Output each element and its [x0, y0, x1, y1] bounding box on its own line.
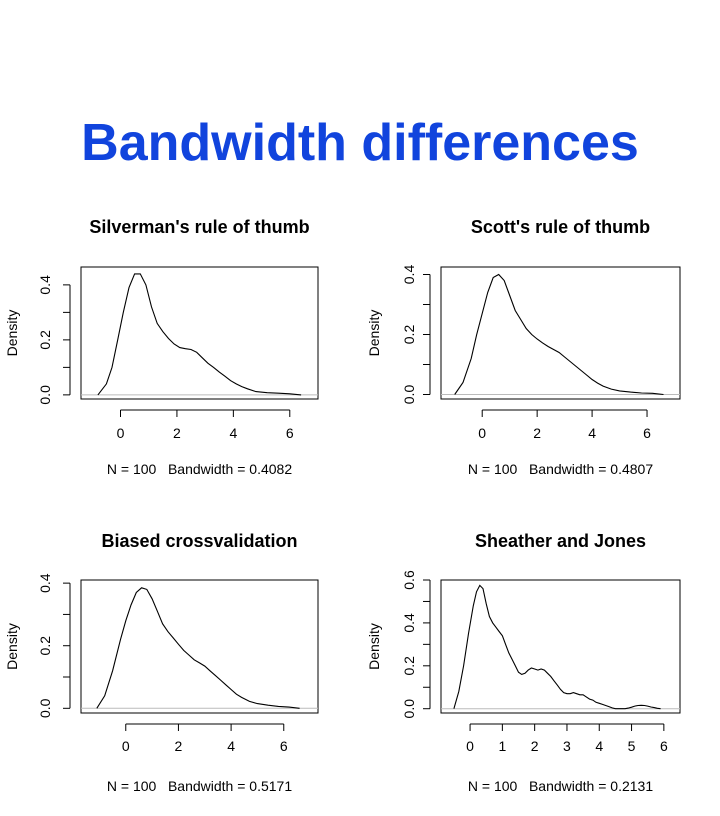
panel-title: Sheather and Jones [475, 531, 646, 551]
x-tick-label: 4 [229, 425, 237, 441]
plot-frame [440, 266, 681, 400]
y-tick-label: 0.2 [37, 636, 53, 656]
y-tick-label: 0.0 [401, 385, 417, 405]
density-curve [96, 587, 300, 709]
y-tick-label: 0.0 [401, 699, 417, 719]
y-axis: 0.0 0.2 0.4 [37, 573, 71, 718]
panel-title: Silverman's rule of thumb [89, 217, 309, 237]
x-axis: 0 2 4 6 [478, 409, 651, 441]
y-axis: 0.0 0.2 0.4 [401, 265, 431, 405]
density-panel-4: Sheather and Jones 0 1 2 3 4 5 6 0.0 0.2 0.4 0.6 Den… [366, 531, 681, 794]
y-tick-label: 0.2 [37, 330, 53, 350]
y-axis: 0.0 0.2 0.4 0.6 [401, 570, 431, 719]
x-tick-label: 6 [643, 425, 651, 441]
x-tick-label: 6 [280, 738, 288, 754]
density-panel-1: Silverman's rule of thumb 0 2 4 6 0.0 0.2 0.4 De… [4, 217, 319, 477]
y-axis-label: Density [366, 623, 382, 670]
y-tick-label: 0.6 [401, 570, 417, 590]
x-tick-label: 1 [498, 738, 506, 754]
y-tick-label: 0.4 [401, 265, 417, 285]
x-axis-label: N = 100 Bandwidth = 0.5171 [107, 778, 292, 794]
density-curve [97, 273, 302, 396]
y-tick-label: 0.0 [37, 698, 53, 718]
x-tick-label: 0 [122, 738, 130, 754]
plot-frame [80, 266, 319, 400]
x-tick-label: 6 [660, 738, 668, 754]
x-tick-label: 2 [533, 425, 541, 441]
x-tick-label: 0 [117, 425, 125, 441]
y-axis-label: Density [366, 310, 382, 357]
density-curve [454, 273, 664, 396]
x-axis-label: N = 100 Bandwidth = 0.2131 [468, 778, 653, 794]
x-axis-label: N = 100 Bandwidth = 0.4082 [107, 461, 292, 477]
x-tick-label: 0 [466, 738, 474, 754]
y-tick-label: 0.2 [401, 656, 417, 676]
y-tick-label: 0.4 [401, 613, 417, 633]
y-tick-label: 0.2 [401, 325, 417, 345]
x-tick-label: 2 [531, 738, 539, 754]
density-panel-2: Scott's rule of thumb 0 2 4 6 0.0 0.2 0.4 Densit… [366, 217, 681, 477]
panel-title: Biased crossvalidation [101, 531, 297, 551]
y-tick-label: 0.4 [37, 573, 53, 593]
x-tick-label: 4 [227, 738, 235, 754]
x-tick-label: 3 [563, 738, 571, 754]
x-axis-label: N = 100 Bandwidth = 0.4807 [468, 461, 653, 477]
plot-frame [80, 579, 319, 714]
panel-title: Scott's rule of thumb [471, 217, 650, 237]
x-tick-label: 0 [478, 425, 486, 441]
y-axis-label: Density [4, 623, 20, 670]
density-panel-3: Biased crossvalidation 0 2 4 6 0.0 0.2 0.4 Densi… [4, 531, 319, 794]
x-axis: 0 2 4 6 [122, 723, 288, 754]
x-tick-label: 4 [588, 425, 596, 441]
x-tick-label: 6 [286, 425, 294, 441]
y-tick-label: 0.4 [37, 275, 53, 295]
x-axis: 0 1 2 3 4 5 6 [466, 723, 668, 754]
y-axis-label: Density [4, 310, 20, 357]
y-axis: 0.0 0.2 0.4 [37, 275, 71, 405]
density-curve [453, 584, 661, 710]
x-tick-label: 4 [595, 738, 603, 754]
x-axis: 0 2 4 6 [117, 409, 294, 441]
y-tick-label: 0.0 [37, 385, 53, 405]
x-tick-label: 2 [175, 738, 183, 754]
slide-title: Bandwidth differences [81, 114, 639, 172]
plot-frame [440, 579, 681, 714]
x-tick-label: 5 [628, 738, 636, 754]
x-tick-label: 2 [173, 425, 181, 441]
